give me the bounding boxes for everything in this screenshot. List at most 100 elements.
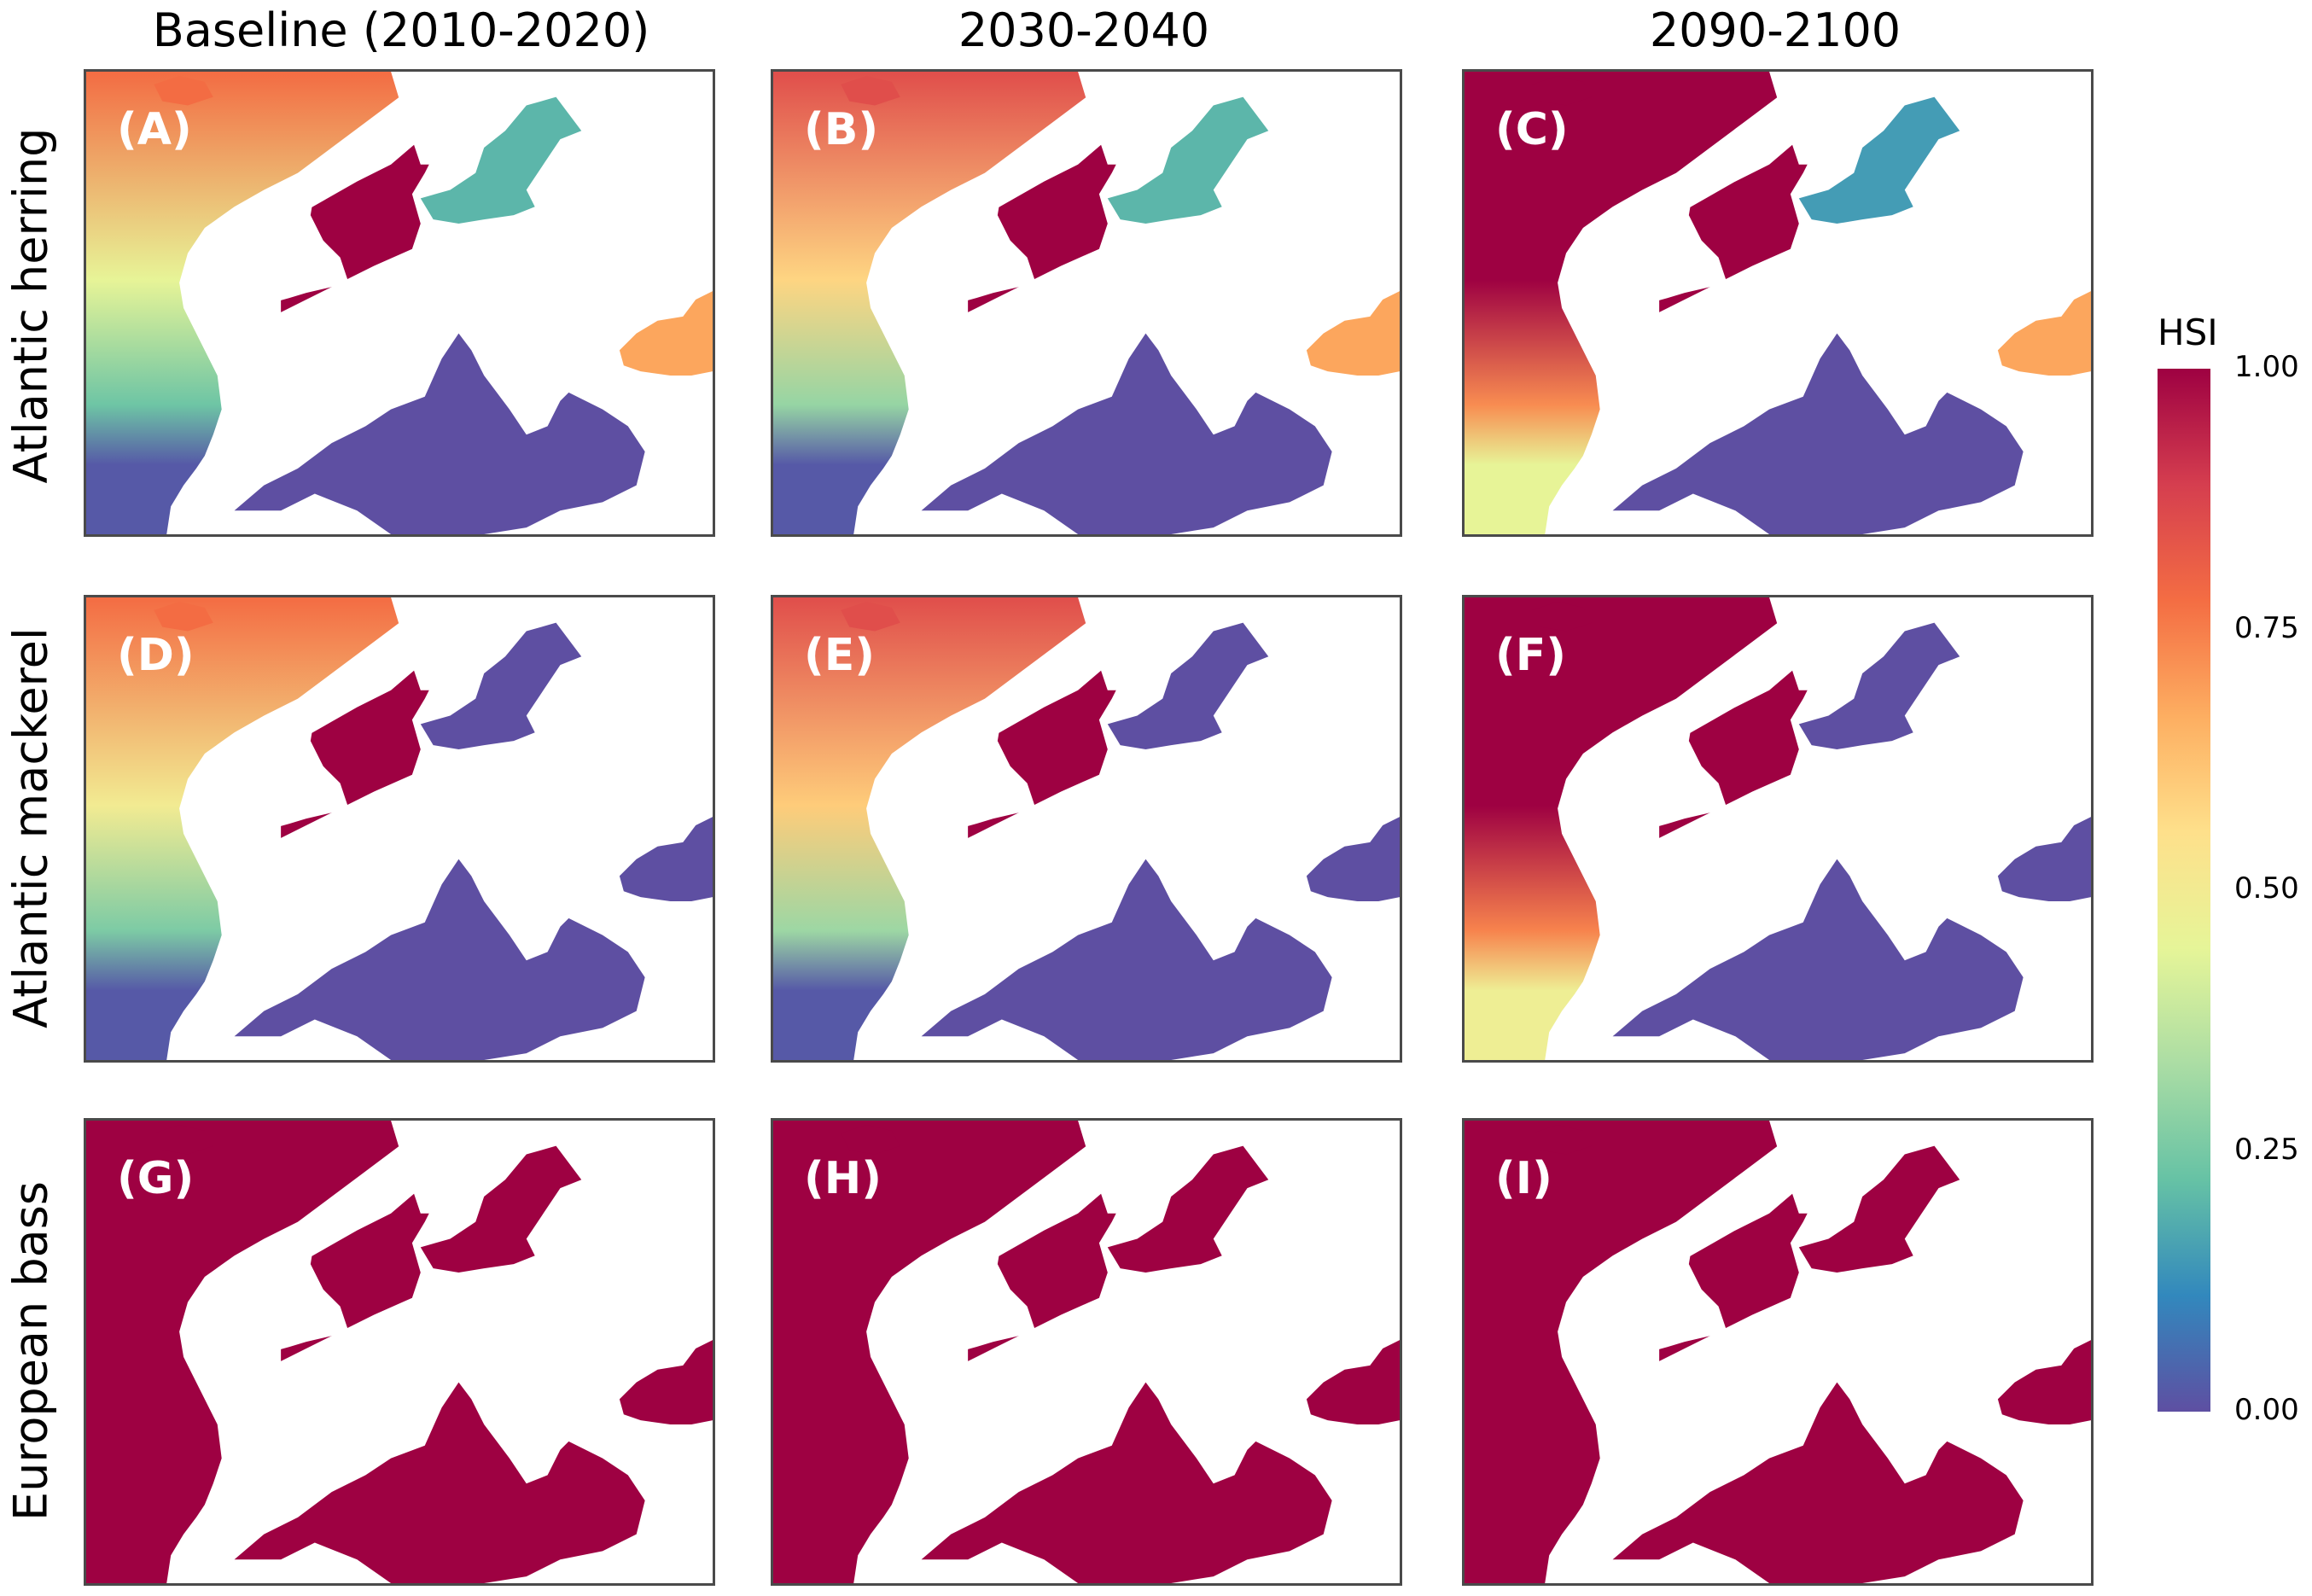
hsi-map <box>1465 1121 2091 1583</box>
scandinavia-land <box>1769 1121 1905 1214</box>
black-sea-hsi <box>1306 817 1400 902</box>
black-sea-hsi <box>1997 817 2091 902</box>
hsi-map <box>86 1121 713 1583</box>
ireland-land <box>887 761 926 807</box>
ireland-land <box>1578 1284 1617 1331</box>
mediterranean-sea-hsi <box>1612 859 2024 1060</box>
iceland-area <box>154 75 213 106</box>
panel-label: (C) <box>1495 104 1569 155</box>
iceland-area <box>1532 601 1592 632</box>
map-panel: (B) <box>771 69 1402 537</box>
legend-tick-mark <box>2210 1150 2222 1153</box>
map-panel: (E) <box>771 595 1402 1063</box>
column-title-baseline: Baseline (2010-2020) <box>152 3 650 57</box>
mediterranean-sea-hsi <box>234 333 645 534</box>
great-britain-land <box>1629 715 1727 830</box>
ireland-land <box>200 761 239 807</box>
mediterranean-sea-hsi <box>921 859 1332 1060</box>
mediterranean-sea-hsi <box>921 1382 1332 1583</box>
black-sea-hsi <box>1306 1340 1400 1425</box>
iceland-area <box>154 601 213 632</box>
panel-label: (H) <box>804 1153 882 1204</box>
atlantic-ocean-hsi <box>86 597 416 1060</box>
map-panel: (C) <box>1462 69 2094 537</box>
black-sea-hsi <box>1306 291 1400 376</box>
atlantic-ocean-hsi <box>1465 1121 1795 1583</box>
scandinavia-land <box>1078 597 1214 690</box>
black-sea-hsi <box>1997 1340 2091 1425</box>
baltic-sea-hsi <box>420 1145 582 1273</box>
mediterranean-sea-hsi <box>1612 1382 2024 1583</box>
ireland-land <box>887 236 926 282</box>
panel-label: (F) <box>1495 630 1567 681</box>
map-panel: (D) <box>84 595 715 1063</box>
ireland-land <box>200 236 239 282</box>
atlantic-ocean-hsi <box>773 72 1104 534</box>
panel-label: (A) <box>117 104 192 155</box>
hsi-map <box>86 597 713 1060</box>
great-britain-land <box>251 715 349 830</box>
panel-label: (E) <box>804 630 876 681</box>
great-britain-land <box>1629 189 1727 304</box>
legend-tick-label: 1.00 <box>2234 350 2299 384</box>
hsi-map <box>773 1121 1400 1583</box>
hsi-map <box>86 72 713 534</box>
great-britain-land <box>251 1238 349 1353</box>
iceland-area <box>841 75 900 106</box>
map-panel: (I) <box>1462 1118 2094 1586</box>
map-panel: (F) <box>1462 595 2094 1063</box>
great-britain-land <box>1629 1238 1727 1353</box>
atlantic-ocean-hsi <box>1465 72 1795 534</box>
great-britain-land <box>938 189 1036 304</box>
mediterranean-sea-hsi <box>234 859 645 1060</box>
ireland-land <box>200 1284 239 1331</box>
column-title-2090-2100: 2090-2100 <box>1649 3 1901 57</box>
legend-tick-mark <box>2210 368 2222 370</box>
map-panel: (H) <box>771 1118 1402 1586</box>
baltic-sea-hsi <box>1107 96 1269 224</box>
map-panel: (G) <box>84 1118 715 1586</box>
hsi-colorbar <box>2158 369 2210 1412</box>
baltic-sea-hsi <box>1798 96 1960 224</box>
black-sea-hsi <box>619 817 713 902</box>
great-britain-land <box>938 1238 1036 1353</box>
scandinavia-land <box>1078 1121 1214 1214</box>
iceland-area <box>841 1124 900 1155</box>
hsi-map <box>1465 597 2091 1060</box>
ireland-land <box>887 1284 926 1331</box>
baltic-sea-hsi <box>1107 622 1269 750</box>
mediterranean-sea-hsi <box>234 1382 645 1583</box>
atlantic-ocean-hsi <box>86 72 416 534</box>
hsi-map <box>1465 72 2091 534</box>
scandinavia-land <box>391 72 527 165</box>
row-title-european-bass: European bass <box>3 1180 58 1522</box>
black-sea-hsi <box>619 291 713 376</box>
legend-tick-mark <box>2210 889 2222 892</box>
iceland-area <box>1532 1124 1592 1155</box>
row-title-atlantic-herring: Atlantic herring <box>3 127 58 484</box>
map-panel: (A) <box>84 69 715 537</box>
panel-label: (G) <box>117 1153 195 1204</box>
scandinavia-land <box>1769 597 1905 690</box>
scandinavia-land <box>1769 72 1905 165</box>
black-sea-hsi <box>1997 291 2091 376</box>
legend-tick-label: 0.50 <box>2234 871 2299 906</box>
atlantic-ocean-hsi <box>86 1121 416 1583</box>
row-title-atlantic-mackerel: Atlantic mackerel <box>3 627 58 1028</box>
iceland-area <box>841 601 900 632</box>
legend-tick-label: 0.00 <box>2234 1393 2299 1427</box>
ireland-land <box>1578 761 1617 807</box>
iceland-area <box>154 1124 213 1155</box>
panel-label: (B) <box>804 104 879 155</box>
atlantic-ocean-hsi <box>773 1121 1104 1583</box>
scandinavia-land <box>1078 72 1214 165</box>
baltic-sea-hsi <box>1107 1145 1269 1273</box>
panel-label: (I) <box>1495 1153 1552 1204</box>
hsi-map <box>773 597 1400 1060</box>
mediterranean-sea-hsi <box>921 333 1332 534</box>
column-title-2030-2040: 2030-2040 <box>958 3 1210 57</box>
great-britain-land <box>251 189 349 304</box>
atlantic-ocean-hsi <box>1465 597 1795 1060</box>
ireland-land <box>1578 236 1617 282</box>
legend-tick-mark <box>2210 1411 2222 1413</box>
